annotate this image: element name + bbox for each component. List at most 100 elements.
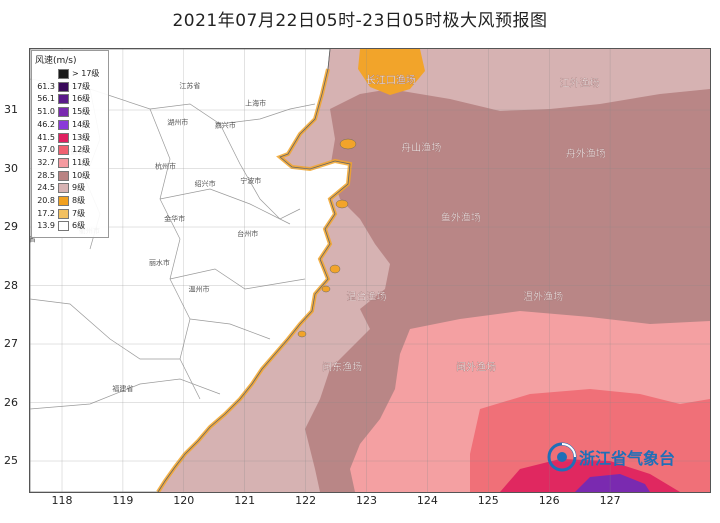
island-0 xyxy=(339,138,357,150)
legend-level-label: 7级 xyxy=(72,208,86,218)
admin-boundary-3 xyxy=(219,123,301,220)
lon-tick-label: 124 xyxy=(416,494,438,507)
legend-swatch xyxy=(58,132,69,143)
watermark: 浙江省气象台 xyxy=(543,440,713,472)
legend-row: 61.3 17级 xyxy=(34,81,106,92)
legend-threshold: 61.3 xyxy=(37,81,55,91)
place-label: 温州市 xyxy=(189,284,210,293)
legend-level-label: 15级 xyxy=(72,107,91,117)
lat-tick-label: 26 xyxy=(4,395,18,409)
legend-swatch xyxy=(58,119,69,130)
legend-level-label: 14级 xyxy=(72,119,91,129)
legend-row: 24.5 9级 xyxy=(34,183,106,194)
fishing-zone-label: 鱼外渔场 xyxy=(441,211,481,224)
fishing-zone-label: 温外渔场 xyxy=(523,290,563,303)
lat-tick-label: 31 xyxy=(4,103,18,116)
lat-tick-label: 27 xyxy=(4,337,18,350)
legend-swatch xyxy=(58,69,69,79)
fishing-zone-label: 江外渔场 xyxy=(560,77,600,90)
legend-threshold: 24.5 xyxy=(37,183,55,193)
meteorological-logo-icon xyxy=(547,442,577,472)
lon-tick-label: 127 xyxy=(599,494,621,507)
lon-tick-label: 119 xyxy=(112,494,134,507)
place-label: 丽水市 xyxy=(149,258,170,267)
place-label: 台州市 xyxy=(237,229,258,238)
legend-threshold: 13.9 xyxy=(37,221,55,231)
legend-title: 风速(m/s) xyxy=(35,56,77,66)
legend-row: 37.0 12级 xyxy=(34,145,106,156)
lon-tick-label: 123 xyxy=(356,494,377,507)
legend-level-label: 12级 xyxy=(72,145,91,155)
wind-forecast-map: 江苏省上海市湖州市嘉兴市安徽省杭州市宁波市绍兴市衢州市金华市台州市江西省丽水市温… xyxy=(29,48,711,493)
legend-threshold: 41.5 xyxy=(37,132,55,142)
admin-boundary-4 xyxy=(159,188,291,225)
fishing-zone-label: 闽东渔场 xyxy=(322,360,362,373)
legend-threshold: 28.5 xyxy=(37,170,55,180)
legend-threshold: 56.1 xyxy=(37,94,55,104)
place-label: 宁波市 xyxy=(240,176,261,185)
admin-boundary-5 xyxy=(169,268,306,290)
legend-row: 28.5 10级 xyxy=(34,170,106,181)
legend-swatch xyxy=(58,145,69,156)
lat-tick-label: 28 xyxy=(4,278,18,292)
map-title: 2021年07月22日05时-23日05时极大风预报图 xyxy=(172,11,548,31)
lon-tick-label: 122 xyxy=(295,494,317,507)
legend-row: 20.8 8级 xyxy=(34,196,106,206)
lat-tick-label: 25 xyxy=(4,454,18,467)
legend-level-label: 9级 xyxy=(72,183,86,193)
admin-boundary-6 xyxy=(189,318,271,340)
legend-row: 32.7 11级 xyxy=(34,157,106,168)
legend-threshold: 17.2 xyxy=(37,208,55,218)
legend-threshold: 37.0 xyxy=(37,145,55,155)
place-label: 上海市 xyxy=(245,98,266,107)
legend-swatch xyxy=(58,196,69,206)
place-label: 绍兴市 xyxy=(195,179,216,188)
legend-row: > 17级 xyxy=(34,69,106,79)
legend-level-label: 10级 xyxy=(72,170,91,180)
legend-level-label: 13级 xyxy=(72,132,91,142)
legend-row: 46.2 14级 xyxy=(34,119,106,130)
island-3 xyxy=(321,285,331,293)
sea-zone-12 xyxy=(470,389,710,492)
place-label: 江西省 xyxy=(30,235,36,244)
lon-tick-label: 120 xyxy=(173,494,195,507)
fishing-zone-label: 长江口渔场 xyxy=(366,74,416,87)
lon-tick-label: 125 xyxy=(477,494,499,507)
island-1 xyxy=(335,199,349,209)
legend-swatch xyxy=(58,157,69,168)
island-2 xyxy=(329,264,341,274)
legend-row: 51.0 15级 xyxy=(34,107,106,118)
place-label: 福建省 xyxy=(112,384,133,393)
coastline xyxy=(157,49,351,492)
legend-threshold: 46.2 xyxy=(37,119,55,129)
legend-swatch xyxy=(58,81,69,92)
legend-swatch xyxy=(58,94,69,105)
lat-tick-label: 29 xyxy=(4,220,18,233)
legend-swatch xyxy=(58,170,69,181)
place-label: 杭州市 xyxy=(155,162,176,171)
watermark-text: 浙江省气象台 xyxy=(579,449,676,468)
lon-tick-label: 126 xyxy=(538,494,560,507)
place-label: 金华市 xyxy=(164,214,185,223)
lon-tick-label: 121 xyxy=(234,494,256,507)
legend-row: 56.1 16级 xyxy=(34,94,106,105)
place-label: 江苏省 xyxy=(179,81,200,90)
legend-level-label: 16级 xyxy=(72,94,91,104)
island-4 xyxy=(297,330,307,338)
legend-level-label: > 17级 xyxy=(72,69,100,78)
sea-zone-14 xyxy=(575,474,650,492)
legend-swatch xyxy=(58,221,69,232)
wind-speed-legend: 风速(m/s) > 17级 61.3 17级 56.1 16级 51.0 15级 46.2 14… xyxy=(31,50,109,238)
legend-row: 17.2 7级 xyxy=(34,208,106,219)
place-label: 嘉兴市 xyxy=(215,121,236,130)
lon-tick-label: 118 xyxy=(51,494,73,507)
legend-swatch xyxy=(58,107,69,118)
sea-zone-8-north xyxy=(358,49,425,95)
fishing-zone-label: 闽外渔场 xyxy=(456,360,496,373)
legend-level-label: 8级 xyxy=(72,196,86,205)
legend-threshold: 32.7 xyxy=(37,157,55,167)
admin-boundary-2 xyxy=(149,108,201,400)
admin-boundary-7 xyxy=(30,298,180,360)
map-canvas: 江苏省上海市湖州市嘉兴市安徽省杭州市宁波市绍兴市衢州市金华市台州市江西省丽水市温… xyxy=(30,49,710,492)
legend-level-label: 6级 xyxy=(72,221,86,231)
